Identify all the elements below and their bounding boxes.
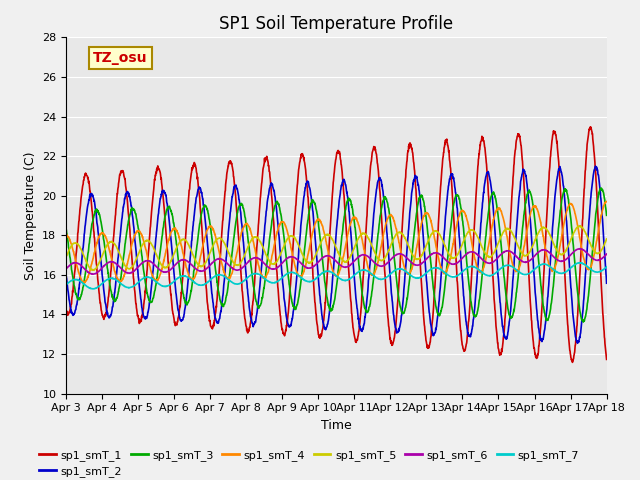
Y-axis label: Soil Temperature (C): Soil Temperature (C)	[24, 151, 36, 280]
sp1_smT_2	[587, 194, 595, 200]
sp1_smT_6	[88, 271, 96, 277]
sp1_smT_6	[62, 266, 70, 272]
sp1_smT_2	[90, 196, 97, 202]
sp1_smT_6	[588, 254, 595, 260]
Line: sp1_smT_5: sp1_smT_5	[66, 226, 607, 270]
sp1_smT_2	[488, 188, 495, 194]
sp1_smT_7	[588, 267, 595, 273]
sp1_smT_2	[62, 272, 70, 277]
sp1_smT_4	[603, 199, 611, 204]
sp1_smT_5	[603, 236, 611, 242]
sp1_smT_4	[81, 280, 88, 286]
sp1_smT_3	[579, 319, 587, 325]
sp1_smT_1	[325, 246, 333, 252]
sp1_smT_5	[588, 244, 595, 250]
sp1_smT_3	[90, 215, 97, 220]
sp1_smT_5	[311, 254, 319, 260]
Line: sp1_smT_7: sp1_smT_7	[66, 263, 607, 289]
Line: sp1_smT_4: sp1_smT_4	[66, 202, 607, 283]
Legend: sp1_smT_1, sp1_smT_2, sp1_smT_3, sp1_smT_4, sp1_smT_5, sp1_smT_6, sp1_smT_7: sp1_smT_1, sp1_smT_2, sp1_smT_3, sp1_smT…	[35, 445, 584, 480]
sp1_smT_1	[588, 127, 595, 133]
sp1_smT_7	[90, 286, 98, 292]
sp1_smT_3	[587, 267, 595, 273]
sp1_smT_4	[90, 251, 98, 257]
sp1_smT_5	[488, 253, 496, 259]
sp1_smT_5	[576, 223, 584, 228]
Line: sp1_smT_2: sp1_smT_2	[66, 166, 607, 343]
sp1_smT_1	[311, 295, 319, 300]
sp1_smT_3	[603, 213, 611, 218]
sp1_smT_2	[591, 163, 599, 169]
sp1_smT_1	[62, 306, 70, 312]
sp1_smT_5	[62, 254, 70, 260]
Line: sp1_smT_3: sp1_smT_3	[66, 188, 607, 322]
sp1_smT_6	[588, 254, 595, 260]
sp1_smT_2	[603, 280, 611, 286]
sp1_smT_5	[588, 243, 595, 249]
sp1_smT_1	[588, 126, 595, 132]
sp1_smT_3	[488, 192, 495, 198]
sp1_smT_1	[603, 357, 611, 362]
sp1_smT_7	[62, 282, 70, 288]
Text: TZ_osu: TZ_osu	[93, 51, 148, 65]
Title: SP1 Soil Temperature Profile: SP1 Soil Temperature Profile	[220, 15, 453, 33]
sp1_smT_5	[89, 267, 97, 273]
Line: sp1_smT_1: sp1_smT_1	[66, 127, 607, 362]
sp1_smT_1	[90, 228, 97, 234]
sp1_smT_2	[574, 340, 582, 346]
sp1_smT_7	[488, 272, 496, 278]
sp1_smT_3	[311, 201, 319, 207]
sp1_smT_3	[62, 226, 70, 232]
sp1_smT_6	[488, 260, 496, 265]
sp1_smT_6	[325, 253, 333, 259]
sp1_smT_1	[569, 360, 577, 365]
sp1_smT_5	[325, 233, 333, 239]
sp1_smT_4	[311, 222, 319, 228]
sp1_smT_4	[588, 263, 595, 269]
X-axis label: Time: Time	[321, 419, 352, 432]
sp1_smT_5	[90, 267, 98, 273]
sp1_smT_7	[311, 276, 319, 282]
sp1_smT_6	[311, 263, 319, 268]
sp1_smT_2	[325, 314, 333, 320]
sp1_smT_4	[587, 264, 595, 270]
sp1_smT_7	[90, 286, 97, 292]
sp1_smT_7	[325, 268, 333, 274]
sp1_smT_6	[90, 271, 98, 277]
sp1_smT_3	[597, 185, 605, 191]
sp1_smT_1	[488, 248, 495, 253]
sp1_smT_4	[488, 224, 496, 229]
sp1_smT_7	[588, 266, 595, 272]
sp1_smT_1	[587, 124, 595, 130]
sp1_smT_6	[603, 251, 611, 257]
sp1_smT_2	[311, 227, 319, 232]
sp1_smT_4	[325, 254, 333, 260]
sp1_smT_4	[62, 231, 70, 237]
sp1_smT_3	[325, 304, 333, 310]
Line: sp1_smT_6: sp1_smT_6	[66, 249, 607, 274]
sp1_smT_7	[576, 260, 584, 265]
sp1_smT_7	[603, 264, 611, 270]
sp1_smT_3	[588, 264, 595, 270]
sp1_smT_2	[588, 190, 595, 196]
sp1_smT_6	[576, 246, 584, 252]
